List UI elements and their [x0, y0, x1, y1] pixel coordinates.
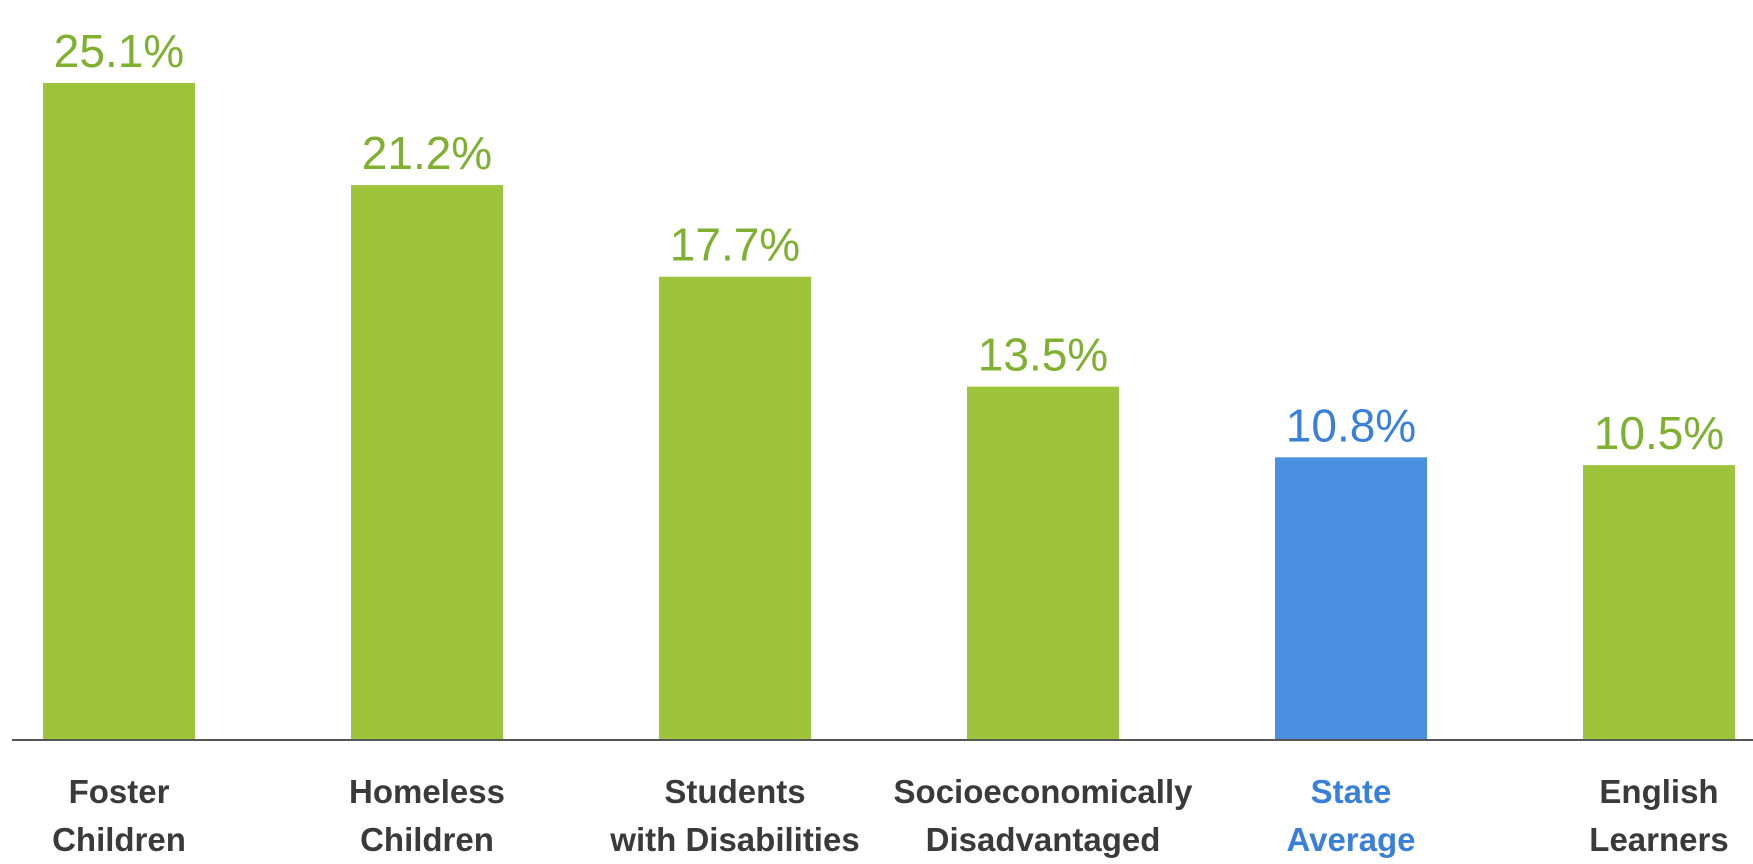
- value-label-2: 17.7%: [670, 219, 800, 271]
- bar-4: [1275, 457, 1427, 740]
- bar-2: [659, 276, 811, 740]
- category-label-3: Socioeconomically Disadvantaged: [894, 773, 1194, 858]
- category-label-5-line-0: English: [1599, 773, 1718, 810]
- category-label-0-line-1: Children: [52, 821, 186, 858]
- value-label-4: 10.8%: [1286, 399, 1416, 451]
- bars-group: [43, 83, 1735, 740]
- category-label-2: Students with Disabilities: [609, 773, 859, 858]
- category-labels-group: Foster Children Homeless Children Students wi…: [52, 773, 1729, 858]
- value-label-5: 10.5%: [1594, 407, 1724, 459]
- bar-5: [1583, 465, 1735, 740]
- bar-3: [967, 386, 1119, 740]
- value-label-0: 25.1%: [54, 25, 184, 77]
- category-label-3-line-1: Disadvantaged: [926, 821, 1161, 858]
- category-label-1-line-0: Homeless: [349, 773, 505, 810]
- category-label-4: State Average: [1286, 773, 1415, 858]
- category-label-1-line-1: Children: [360, 821, 494, 858]
- category-label-0: Foster Children: [52, 773, 186, 858]
- category-label-2-line-0: Students: [664, 773, 805, 810]
- value-labels-group: 25.1% 21.2% 17.7% 13.5% 10.8% 10.5%: [54, 25, 1724, 459]
- value-label-1: 21.2%: [362, 127, 492, 179]
- value-label-3: 13.5%: [978, 329, 1108, 381]
- bar-0: [43, 83, 195, 740]
- category-label-0-line-0: Foster: [69, 773, 170, 810]
- category-label-4-line-0: State: [1311, 773, 1392, 810]
- category-label-5-line-1: Learners: [1589, 821, 1728, 858]
- category-label-2-line-1: with Disabilities: [609, 821, 859, 858]
- bar-1: [351, 185, 503, 740]
- category-label-1: Homeless Children: [349, 773, 505, 858]
- category-label-4-line-1: Average: [1286, 821, 1415, 858]
- category-label-3-line-0: Socioeconomically: [894, 773, 1194, 810]
- category-label-5: English Learners: [1589, 773, 1728, 858]
